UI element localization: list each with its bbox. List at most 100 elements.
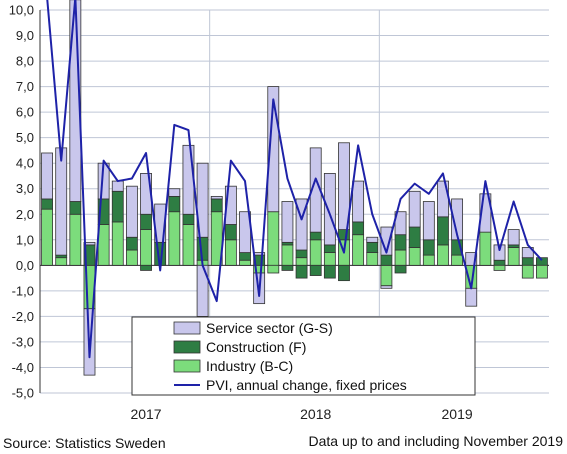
industry-bar	[479, 231, 492, 266]
year-label: 2019	[442, 406, 473, 422]
service-bar	[210, 195, 223, 200]
industry-bar	[422, 254, 435, 266]
service-bar	[366, 236, 379, 243]
industry-bar	[507, 247, 520, 266]
service-bar	[83, 241, 96, 246]
industry-bar	[295, 257, 308, 266]
legend-swatch	[173, 321, 201, 335]
service-bar	[465, 252, 478, 266]
industry-bar	[69, 213, 82, 266]
service-bar	[111, 180, 124, 192]
service-bar	[196, 162, 209, 238]
industry-bar	[281, 244, 294, 266]
service-bar	[55, 147, 68, 256]
negative-bar	[536, 264, 548, 279]
y-tick-label: 5,0	[16, 130, 34, 145]
y-tick-label: 4,0	[16, 156, 34, 171]
service-bar	[521, 247, 534, 259]
industry-bar	[41, 208, 53, 266]
construction-bar	[239, 252, 251, 261]
service-bar	[507, 229, 520, 246]
data-period-note: Data up to and including November 2019	[308, 433, 563, 449]
legend-label: Industry (B-C)	[206, 358, 293, 374]
negative-bar	[323, 264, 336, 279]
industry-bar	[97, 224, 110, 266]
industry-bar	[168, 211, 181, 266]
construction-bar	[521, 257, 534, 266]
industry-bar	[224, 239, 237, 266]
service-bar	[168, 188, 181, 197]
construction-bar	[224, 224, 237, 241]
industry-bar	[111, 221, 124, 266]
y-tick-label: -1,0	[12, 283, 34, 298]
negative-bar	[380, 285, 393, 289]
construction-bar	[366, 241, 379, 253]
y-tick-label: 2,0	[16, 207, 34, 222]
negative-bar	[493, 264, 506, 271]
industry-bar	[323, 252, 336, 266]
construction-bar	[125, 236, 138, 251]
negative-bar	[394, 264, 407, 274]
industry-bar	[140, 229, 152, 266]
service-bar	[125, 185, 138, 238]
negative-bar	[465, 287, 478, 307]
y-tick-label: 9,0	[16, 28, 34, 43]
service-bar	[69, 0, 82, 202]
construction-bar	[182, 213, 195, 225]
negative-bar	[338, 264, 350, 282]
y-tick-label: 10,0	[9, 3, 34, 18]
construction-bar	[41, 198, 53, 210]
y-tick-label: -3,0	[12, 334, 34, 349]
pvi-line	[46, 0, 543, 359]
y-tick-label: -4,0	[12, 360, 34, 375]
construction-bar	[338, 229, 350, 241]
y-tick-label: -2,0	[12, 309, 34, 324]
negative-bar	[140, 264, 152, 271]
construction-bar	[437, 216, 449, 246]
construction-bar	[140, 213, 152, 230]
legend-label: Service sector (G-S)	[206, 320, 333, 336]
service-bar	[408, 190, 421, 228]
service-bar	[41, 152, 53, 200]
industry-bar	[125, 249, 138, 266]
y-tick-label: 8,0	[16, 54, 34, 69]
construction-bar	[422, 239, 435, 256]
y-tick-label: 7,0	[16, 79, 34, 94]
negative-bar	[521, 264, 534, 279]
service-bar	[422, 201, 435, 241]
service-bar	[224, 185, 237, 225]
legend-swatch	[173, 359, 201, 373]
legend-label: PVI, annual change, fixed prices	[206, 377, 407, 393]
negative-bar	[281, 264, 294, 271]
legend-swatch	[173, 340, 201, 354]
construction-bar	[493, 259, 506, 266]
year-label: 2017	[130, 406, 161, 422]
source-note: Source: Statistics Sweden	[3, 435, 166, 451]
service-bar	[338, 142, 350, 230]
construction-bar	[69, 201, 82, 215]
industry-bar	[451, 254, 464, 266]
construction-bar	[408, 226, 421, 248]
service-bar	[267, 86, 280, 213]
legend-label: Construction (F)	[206, 339, 306, 355]
construction-bar	[309, 231, 322, 241]
construction-bar	[380, 254, 393, 266]
construction-bar	[111, 190, 124, 223]
y-tick-label: 1,0	[16, 232, 34, 247]
service-bar	[182, 144, 195, 215]
industry-bar	[309, 239, 322, 266]
construction-bar	[394, 234, 407, 251]
industry-bar	[55, 257, 68, 266]
service-bar	[479, 193, 492, 233]
service-bar	[451, 198, 464, 241]
industry-bar	[394, 249, 407, 266]
service-bar	[352, 180, 365, 223]
construction-bar	[210, 198, 223, 213]
industry-bar	[408, 247, 421, 266]
industry-bar	[352, 234, 365, 266]
service-bar	[493, 244, 506, 261]
industry-bar	[267, 211, 280, 266]
industry-bar	[437, 244, 449, 266]
construction-bar	[168, 195, 181, 213]
service-bar	[295, 198, 308, 251]
